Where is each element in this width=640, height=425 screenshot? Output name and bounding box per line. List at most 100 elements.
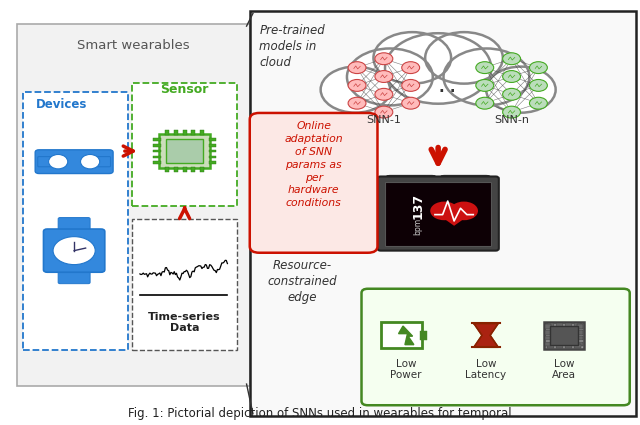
Bar [174, 130, 178, 135]
Circle shape [486, 67, 556, 113]
FancyBboxPatch shape [565, 323, 572, 327]
Circle shape [444, 48, 529, 105]
Circle shape [476, 62, 493, 74]
Circle shape [402, 79, 420, 91]
FancyBboxPatch shape [577, 336, 583, 340]
Bar [420, 331, 427, 340]
Bar [165, 167, 169, 172]
Circle shape [348, 79, 366, 91]
FancyBboxPatch shape [565, 344, 572, 348]
Ellipse shape [49, 154, 68, 169]
FancyBboxPatch shape [545, 342, 551, 346]
Bar [174, 167, 178, 172]
Bar [209, 156, 216, 158]
Bar [209, 150, 216, 152]
FancyBboxPatch shape [362, 289, 630, 405]
Polygon shape [474, 323, 498, 335]
Circle shape [502, 71, 520, 82]
FancyBboxPatch shape [17, 24, 250, 386]
FancyBboxPatch shape [545, 330, 551, 334]
Circle shape [502, 88, 520, 100]
Circle shape [476, 79, 493, 91]
FancyBboxPatch shape [556, 323, 563, 327]
FancyBboxPatch shape [250, 11, 636, 416]
Circle shape [502, 53, 520, 65]
Polygon shape [435, 212, 474, 226]
FancyBboxPatch shape [385, 175, 437, 227]
FancyBboxPatch shape [550, 326, 578, 345]
Text: Fig. 1: Pictorial depiction of SNNs used in wearables for temporal: Fig. 1: Pictorial depiction of SNNs used… [128, 407, 512, 420]
FancyBboxPatch shape [44, 229, 105, 272]
Circle shape [321, 67, 390, 113]
Circle shape [476, 97, 493, 109]
Bar [153, 138, 161, 141]
FancyBboxPatch shape [381, 322, 422, 348]
Text: Online
adaptation
of SNN
params as
per
hardware
conditions: Online adaptation of SNN params as per h… [284, 122, 343, 208]
Circle shape [430, 201, 458, 220]
Circle shape [375, 53, 393, 65]
FancyBboxPatch shape [545, 324, 551, 329]
Text: Low
Area: Low Area [552, 359, 576, 380]
Text: Low
Power: Low Power [390, 359, 422, 380]
FancyBboxPatch shape [577, 324, 583, 329]
FancyBboxPatch shape [132, 83, 237, 206]
Polygon shape [474, 335, 498, 347]
FancyBboxPatch shape [159, 134, 211, 168]
Circle shape [348, 97, 366, 109]
Bar [153, 150, 161, 152]
FancyBboxPatch shape [543, 322, 584, 349]
Circle shape [347, 48, 433, 105]
Bar [165, 130, 169, 135]
FancyBboxPatch shape [378, 176, 499, 251]
Text: Resource-
constrained
edge: Resource- constrained edge [268, 259, 337, 304]
FancyBboxPatch shape [545, 336, 551, 340]
Circle shape [529, 97, 547, 109]
Polygon shape [399, 326, 414, 345]
Ellipse shape [81, 154, 100, 169]
Circle shape [425, 32, 503, 84]
Text: Devices: Devices [36, 98, 87, 111]
Circle shape [529, 79, 547, 91]
Circle shape [375, 88, 393, 100]
FancyBboxPatch shape [58, 269, 90, 283]
Circle shape [450, 201, 478, 220]
Text: . .: . . [440, 80, 456, 95]
FancyBboxPatch shape [38, 156, 52, 167]
Circle shape [374, 32, 451, 84]
FancyBboxPatch shape [250, 113, 378, 253]
FancyBboxPatch shape [577, 330, 583, 334]
Text: Time-series
Data: Time-series Data [148, 312, 221, 333]
FancyBboxPatch shape [35, 150, 113, 173]
Text: SNN-1: SNN-1 [367, 115, 401, 125]
FancyBboxPatch shape [547, 344, 554, 348]
Circle shape [375, 106, 393, 118]
Text: Pre-trained
models in
cloud: Pre-trained models in cloud [259, 24, 325, 69]
Circle shape [402, 97, 420, 109]
FancyBboxPatch shape [23, 92, 129, 350]
Text: Smart wearables: Smart wearables [77, 39, 189, 52]
Bar [191, 130, 195, 135]
Circle shape [402, 62, 420, 74]
Bar [182, 130, 186, 135]
Text: 137: 137 [412, 193, 424, 219]
Bar [200, 167, 204, 172]
FancyBboxPatch shape [577, 342, 583, 346]
Bar [153, 144, 161, 147]
Bar [182, 167, 186, 172]
Circle shape [385, 33, 492, 104]
FancyBboxPatch shape [166, 139, 203, 163]
Circle shape [348, 62, 366, 74]
Bar [209, 138, 216, 141]
Bar [209, 144, 216, 147]
Text: Low
Latency: Low Latency [465, 359, 507, 380]
FancyBboxPatch shape [574, 323, 580, 327]
Text: Sensor: Sensor [161, 83, 209, 96]
Circle shape [502, 106, 520, 118]
Bar [200, 130, 204, 135]
Bar [153, 156, 161, 158]
Bar [153, 162, 161, 164]
Bar [191, 167, 195, 172]
Text: SNN-n: SNN-n [494, 115, 529, 125]
FancyBboxPatch shape [58, 218, 90, 233]
FancyBboxPatch shape [132, 219, 237, 350]
